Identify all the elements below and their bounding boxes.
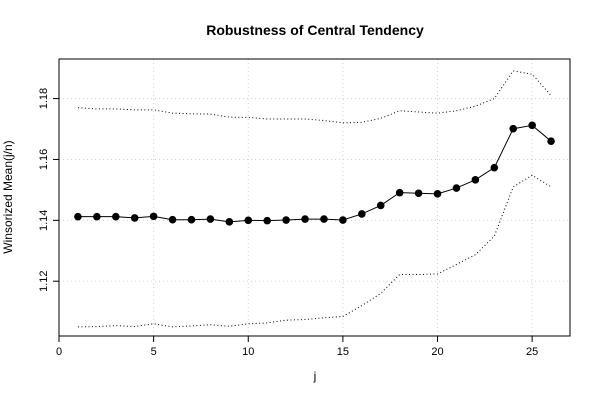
series-1 — [74, 121, 555, 226]
data-point — [414, 189, 423, 198]
series-group — [74, 70, 555, 328]
series-2 — [77, 70, 552, 124]
data-point — [433, 190, 442, 198]
data-point — [93, 212, 101, 221]
y-axis: 1.12 1.14 1.16 1.18 — [38, 88, 59, 292]
data-point — [358, 210, 366, 218]
data-point — [376, 201, 385, 210]
data-point — [509, 124, 518, 133]
data-point — [225, 218, 234, 226]
data-point — [130, 214, 139, 222]
grid — [58, 59, 570, 336]
data-point — [111, 212, 120, 221]
data-point — [301, 215, 309, 223]
y-tick-label: 1.18 — [38, 88, 50, 109]
chart-title: Robustness of Central Tendency — [206, 22, 424, 38]
data-point — [395, 188, 404, 197]
y-tick-label: 1.12 — [38, 270, 50, 291]
x-axis: 0 5 10 15 20 25 — [56, 336, 538, 358]
y-axis-label: Winsorized Mean(j/n) — [1, 140, 15, 253]
data-point — [282, 216, 290, 224]
series-line-dotted — [77, 70, 552, 124]
x-tick-label: 25 — [526, 346, 538, 358]
data-point — [320, 215, 328, 223]
x-tick-label: 0 — [56, 346, 62, 358]
data-point — [187, 215, 196, 224]
data-point — [471, 176, 480, 184]
data-point — [490, 163, 499, 172]
data-point — [528, 121, 536, 130]
x-axis-label: j — [313, 369, 317, 383]
data-point — [547, 137, 555, 145]
series-line — [77, 124, 552, 223]
data-point — [244, 216, 253, 225]
data-point — [452, 184, 461, 192]
data-point — [206, 215, 215, 223]
plot-frame — [58, 58, 571, 337]
x-tick-label: 10 — [242, 346, 254, 358]
y-tick-label: 1.14 — [38, 210, 50, 231]
data-point — [74, 212, 82, 221]
data-point — [149, 212, 158, 221]
series-line-dotted — [77, 174, 552, 328]
data-point — [339, 216, 347, 224]
x-tick-label: 15 — [337, 346, 349, 358]
y-tick-label: 1.16 — [38, 149, 50, 170]
x-tick-label: 20 — [431, 346, 443, 358]
x-tick-label: 5 — [151, 346, 157, 358]
data-point — [263, 216, 271, 225]
data-point — [168, 215, 177, 224]
series-3 — [77, 174, 552, 328]
